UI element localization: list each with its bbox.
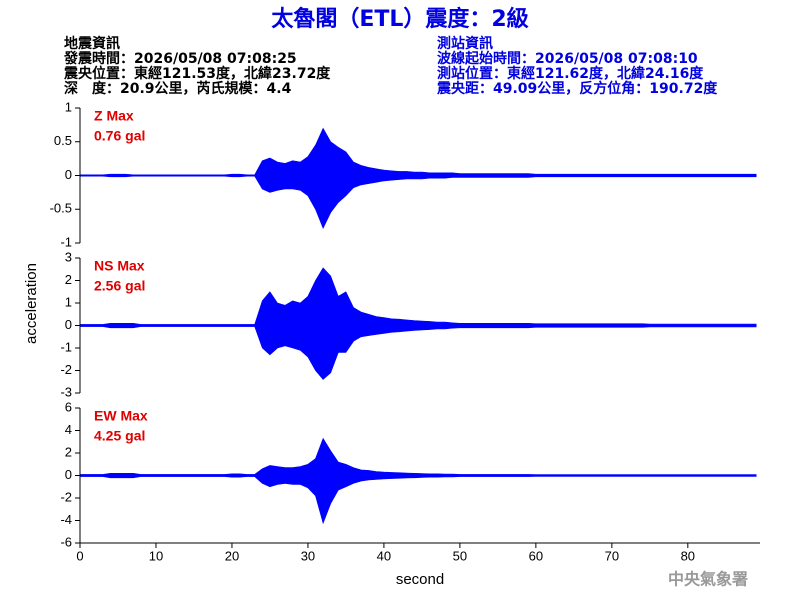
x-axis-label: second xyxy=(396,571,444,588)
y-tick-label: -4 xyxy=(60,512,72,527)
max-label: 0.76 gal xyxy=(94,128,145,144)
waveform xyxy=(79,127,757,176)
y-tick-label: 1 xyxy=(65,294,72,309)
y-tick-label: 0.5 xyxy=(54,133,72,148)
y-axis-label: acceleration xyxy=(23,263,40,344)
x-tick-label: 60 xyxy=(529,548,543,563)
max-label: NS Max xyxy=(94,258,145,274)
station-info: 測站位置：東經121.62度，北緯24.16度 xyxy=(437,65,704,82)
max-label: 2.56 gal xyxy=(94,278,145,294)
quake-info: 震央位置：東經121.53度，北緯23.72度 xyxy=(63,65,331,82)
quake-info: 深 度：20.9公里，芮氏規模：4.4 xyxy=(64,80,292,97)
y-tick-label: 0 xyxy=(65,317,72,332)
y-tick-label: -1 xyxy=(60,234,72,249)
title: 太魯閣（ETL）震度：2級 xyxy=(271,6,528,32)
quake-info: 發震時間：2026/05/08 07:08:25 xyxy=(63,50,297,67)
y-tick-label: 0 xyxy=(65,167,72,182)
station-info: 測站資訊 xyxy=(437,35,493,52)
x-tick-label: 40 xyxy=(377,548,391,563)
y-tick-label: 6 xyxy=(65,399,72,414)
waveform xyxy=(79,475,757,525)
footer: 中央氣象署 xyxy=(668,570,748,589)
x-tick-label: 80 xyxy=(681,548,695,563)
x-tick-label: 50 xyxy=(453,548,467,563)
y-tick-label: 0 xyxy=(65,467,72,482)
max-label: Z Max xyxy=(94,108,134,124)
station-info: 震央距：49.09公里，反方位角：190.72度 xyxy=(436,80,718,97)
quake-info: 地震資訊 xyxy=(64,35,120,52)
y-tick-label: -2 xyxy=(60,362,72,377)
max-label: 4.25 gal xyxy=(94,428,145,444)
y-tick-label: -6 xyxy=(60,534,72,549)
y-tick-label: 1 xyxy=(65,99,72,114)
y-tick-label: 3 xyxy=(65,249,72,264)
y-tick-label: -1 xyxy=(60,339,72,354)
y-tick-label: -2 xyxy=(60,489,72,504)
y-tick-label: -3 xyxy=(60,384,72,399)
y-tick-label: -0.5 xyxy=(50,201,72,216)
waveform xyxy=(79,175,757,229)
x-tick-label: 30 xyxy=(301,548,315,563)
x-tick-label: 10 xyxy=(149,548,163,563)
waveform xyxy=(79,437,757,476)
x-tick-label: 20 xyxy=(225,548,239,563)
y-tick-label: 2 xyxy=(65,444,72,459)
waveform xyxy=(79,325,757,380)
waveform xyxy=(79,267,757,326)
y-tick-label: 4 xyxy=(65,422,72,437)
max-label: EW Max xyxy=(94,408,148,424)
x-tick-label: 0 xyxy=(76,548,83,563)
station-info: 波線起始時間：2026/05/08 07:08:10 xyxy=(437,50,698,67)
y-tick-label: 2 xyxy=(65,272,72,287)
x-tick-label: 70 xyxy=(605,548,619,563)
